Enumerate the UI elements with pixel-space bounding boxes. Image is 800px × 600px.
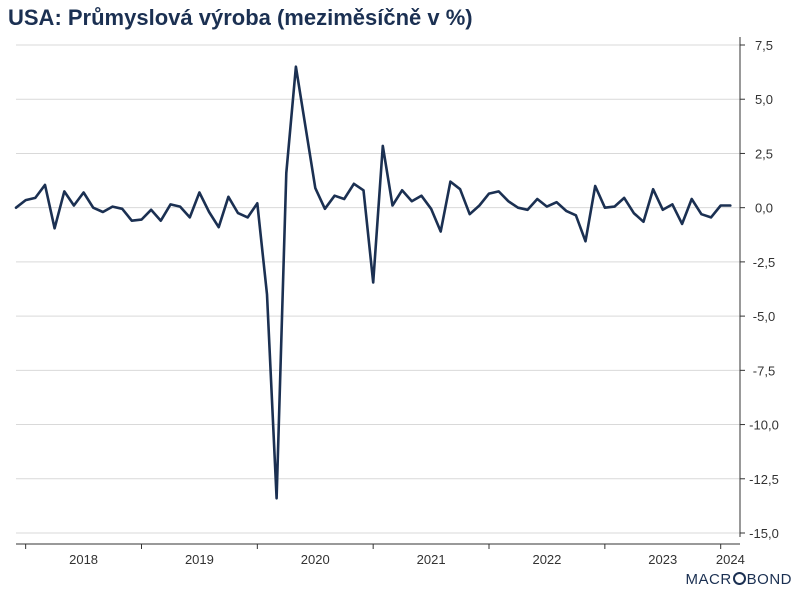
logo-circle-icon (732, 572, 746, 585)
x-tick-label: 2023 (648, 552, 677, 567)
series-line (14, 65, 732, 500)
gridlines (16, 44, 740, 534)
y-tick-label: 7,5 (755, 38, 773, 53)
x-tick-label: 2020 (301, 552, 330, 567)
x-tick-label: 2022 (532, 552, 561, 567)
x-axis: 2018 2019 2020 2021 2022 2023 2024 (16, 543, 745, 567)
y-tick-label: -5,0 (753, 309, 775, 324)
y-tick-label: -15,0 (749, 526, 779, 541)
y-tick-label: -10,0 (749, 418, 779, 433)
x-tick-label: 2021 (417, 552, 446, 567)
x-tick-label: 2019 (185, 552, 214, 567)
y-tick-label: 5,0 (755, 92, 773, 107)
logo-text-end: BOND (746, 571, 792, 588)
y-tick-label: 0,0 (755, 201, 773, 216)
logo-text-start: MACR (685, 571, 732, 588)
y-tick-label: 2,5 (755, 146, 773, 161)
y-axis: 7,5 5,0 2,5 0,0 -2,5 -5,0 -7,5 -10,0 -12,5 -15,0 (739, 37, 779, 541)
x-tick-label: 2024 (716, 552, 745, 567)
x-tick-label: 2018 (69, 552, 98, 567)
y-tick-label: -7,5 (753, 363, 775, 378)
series-group (14, 65, 732, 500)
macrobond-logo: MACR BOND (685, 571, 792, 588)
y-tick-label: -12,5 (749, 472, 779, 487)
chart-title: USA: Průmyslová výroba (meziměsíčně v %) (8, 5, 473, 30)
y-tick-label: -2,5 (753, 255, 775, 270)
